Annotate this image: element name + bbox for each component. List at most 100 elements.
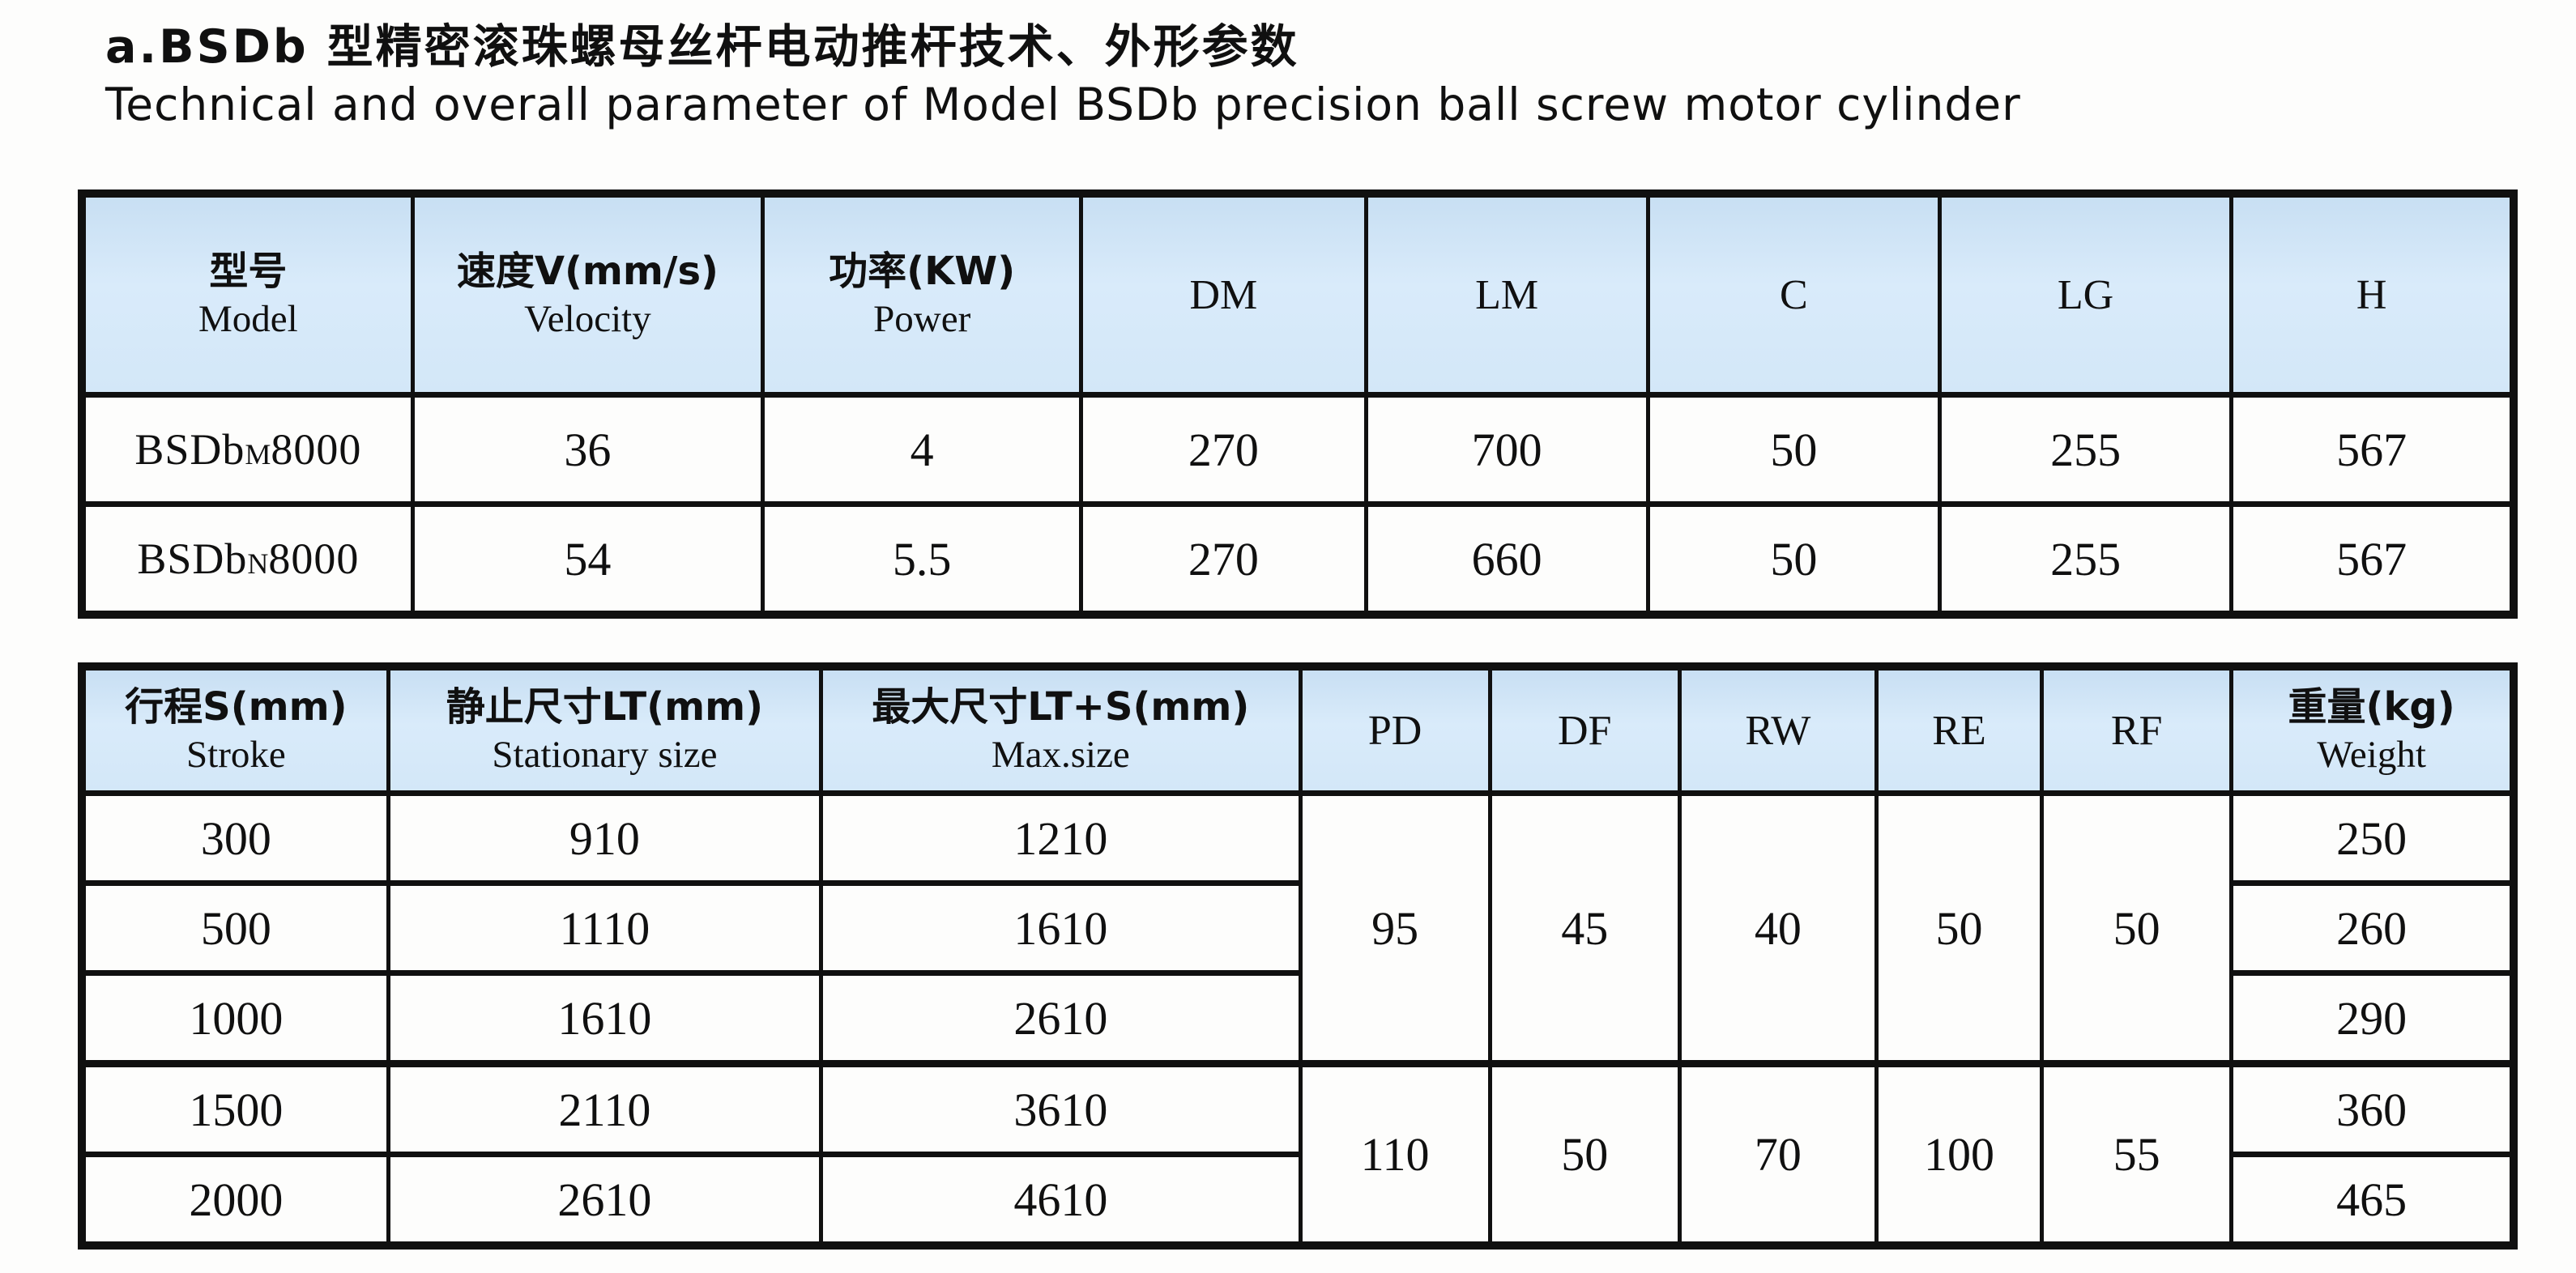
model-prefix: BSDb <box>137 534 248 583</box>
t1-header-model-zh: 型号 <box>209 248 288 294</box>
t2-cell-df-group2: 50 <box>1487 1060 1682 1249</box>
t1-cell-h-2: 567 <box>2229 501 2516 618</box>
t1-header-h-label: H <box>2356 271 2387 318</box>
t2-cell-pd-group2: 110 <box>1298 1060 1492 1249</box>
t2-cell-max-4: 3610 <box>819 1060 1303 1157</box>
t2-cell-max-1: 1210 <box>819 790 1303 886</box>
t2-header-stroke: 行程S(mm) Stroke <box>79 663 390 796</box>
t1-header-lm: LM <box>1363 190 1650 398</box>
t2-cell-pd-group1: 95 <box>1298 790 1492 1067</box>
t1-header-power-zh: 功率(KW) <box>829 248 1016 294</box>
t2-cell-stationary-4: 2110 <box>386 1060 824 1157</box>
table1-row-bsdbm8000: BSDbM8000 36 4 270 700 50 255 567 <box>79 392 2516 507</box>
t2-cell-rf-group2: 55 <box>2040 1060 2234 1249</box>
t2-cell-weight-3: 290 <box>2229 970 2516 1067</box>
t2-header-stationary-zh: 静止尺寸LT(mm) <box>446 683 764 730</box>
t2-cell-stationary-3: 1610 <box>386 970 824 1067</box>
t2-cell-max-3: 2610 <box>819 970 1303 1067</box>
t2-cell-rw-group2: 70 <box>1677 1060 1879 1249</box>
page-title-english: Technical and overall parameter of Model… <box>105 78 2021 130</box>
table2-row-500: 500 1110 1610 260 <box>79 880 2516 976</box>
t2-header-pd: PD <box>1298 663 1492 796</box>
t2-header-re-label: RE <box>1932 707 1986 754</box>
t1-header-velocity-en: Velocity <box>524 297 651 340</box>
t1-cell-h-1: 567 <box>2229 392 2516 507</box>
t2-cell-stroke-2: 500 <box>79 880 390 976</box>
t1-cell-dm-1: 270 <box>1079 392 1368 507</box>
table2-header-row: 行程S(mm) Stroke 静止尺寸LT(mm) Stationary siz… <box>79 663 2516 796</box>
t2-cell-stroke-1: 300 <box>79 790 390 886</box>
t2-header-pd-label: PD <box>1367 707 1422 754</box>
t1-cell-lg-2: 255 <box>1937 501 2234 618</box>
t2-cell-weight-4: 360 <box>2229 1060 2516 1157</box>
overall-dimension-table: 行程S(mm) Stroke 静止尺寸LT(mm) Stationary siz… <box>78 662 2518 1250</box>
t1-header-dm-label: DM <box>1189 271 1258 318</box>
t1-header-lm-label: LM <box>1475 271 1539 318</box>
t1-header-dm: DM <box>1079 190 1368 398</box>
t2-header-df: DF <box>1487 663 1682 796</box>
t2-header-rf-label: RF <box>2110 707 2163 754</box>
t2-header-weight-en: Weight <box>2317 733 2426 776</box>
t1-cell-dm-2: 270 <box>1079 501 1368 618</box>
t2-header-stroke-zh: 行程S(mm) <box>125 683 348 730</box>
t2-header-weight-zh: 重量(kg) <box>2288 683 2455 730</box>
t2-cell-weight-1: 250 <box>2229 790 2516 886</box>
t2-header-stroke-en: Stroke <box>186 733 286 776</box>
t1-header-velocity: 速度V(mm/s) Velocity <box>410 190 766 398</box>
t2-cell-weight-5: 465 <box>2229 1152 2516 1249</box>
t1-header-h: H <box>2229 190 2516 398</box>
t1-header-c: C <box>1645 190 1942 398</box>
t2-header-rw: RW <box>1677 663 1879 796</box>
t1-cell-model-2: BSDbN8000 <box>79 501 415 618</box>
t2-header-stationary: 静止尺寸LT(mm) Stationary size <box>386 663 824 796</box>
table2-row-300: 300 910 1210 95 45 40 50 50 250 <box>79 790 2516 1067</box>
t1-cell-c-2: 50 <box>1645 501 1942 618</box>
t1-cell-model-1: BSDbM8000 <box>79 392 415 507</box>
t1-header-model-en: Model <box>198 297 298 340</box>
table2-row-2000: 2000 2610 4610 465 <box>79 1152 2516 1249</box>
t2-header-max-zh: 最大尺寸LT+S(mm) <box>872 683 1250 730</box>
t2-header-re: RE <box>1874 663 2045 796</box>
t1-header-power-en: Power <box>873 297 971 340</box>
t2-cell-max-2: 1610 <box>819 880 1303 976</box>
t1-cell-lm-2: 660 <box>1363 501 1650 618</box>
t2-cell-re-group1: 50 <box>1874 790 2045 1067</box>
t1-cell-velocity-1: 36 <box>410 392 766 507</box>
table1-header-row: 型号 Model 速度V(mm/s) Velocity 功率(KW) Power… <box>79 190 2516 398</box>
model-suffix: 8000 <box>268 534 360 583</box>
t2-cell-stroke-5: 2000 <box>79 1152 390 1249</box>
table1-row-bsdbn8000: BSDbN8000 54 5.5 270 660 50 255 567 <box>79 501 2516 618</box>
t1-header-lg-label: LG <box>2057 271 2114 318</box>
page-title-chinese: a.BSDb 型精密滚珠螺母丝杆电动推杆技术、外形参数 <box>105 20 1299 74</box>
t1-cell-power-1: 4 <box>761 392 1084 507</box>
t1-cell-lg-1: 255 <box>1937 392 2234 507</box>
t2-header-stationary-en: Stationary size <box>492 733 718 776</box>
t2-cell-stationary-1: 910 <box>386 790 824 886</box>
table2-row-1500: 1500 2110 3610 110 50 70 100 55 360 <box>79 1060 2516 1249</box>
t2-cell-rf-group1: 50 <box>2040 790 2234 1067</box>
t2-cell-stationary-2: 1110 <box>386 880 824 976</box>
t1-header-power: 功率(KW) Power <box>761 190 1084 398</box>
t1-header-lg: LG <box>1937 190 2234 398</box>
t2-cell-re-group2: 100 <box>1874 1060 2045 1249</box>
t1-header-c-label: C <box>1780 271 1808 318</box>
t1-cell-velocity-2: 54 <box>410 501 766 618</box>
t2-cell-max-5: 4610 <box>819 1152 1303 1249</box>
t2-header-rf: RF <box>2040 663 2234 796</box>
model-prefix: BSDb <box>134 425 245 474</box>
t2-cell-df-group1: 45 <box>1487 790 1682 1067</box>
t2-header-weight: 重量(kg) Weight <box>2229 663 2516 796</box>
t2-cell-rw-group1: 40 <box>1677 790 1879 1067</box>
t1-cell-power-2: 5.5 <box>761 501 1084 618</box>
t2-header-rw-label: RW <box>1745 707 1811 754</box>
t2-cell-stationary-5: 2610 <box>386 1152 824 1249</box>
table2-row-1000: 1000 1610 2610 290 <box>79 970 2516 1067</box>
t2-cell-weight-2: 260 <box>2229 880 2516 976</box>
t2-header-max: 最大尺寸LT+S(mm) Max.size <box>819 663 1303 796</box>
model-suffix: 8000 <box>271 425 362 474</box>
technical-parameter-table: 型号 Model 速度V(mm/s) Velocity 功率(KW) Power… <box>78 189 2518 619</box>
t1-header-velocity-zh: 速度V(mm/s) <box>456 248 719 294</box>
model-subscript: N <box>247 547 269 580</box>
t1-cell-lm-1: 700 <box>1363 392 1650 507</box>
